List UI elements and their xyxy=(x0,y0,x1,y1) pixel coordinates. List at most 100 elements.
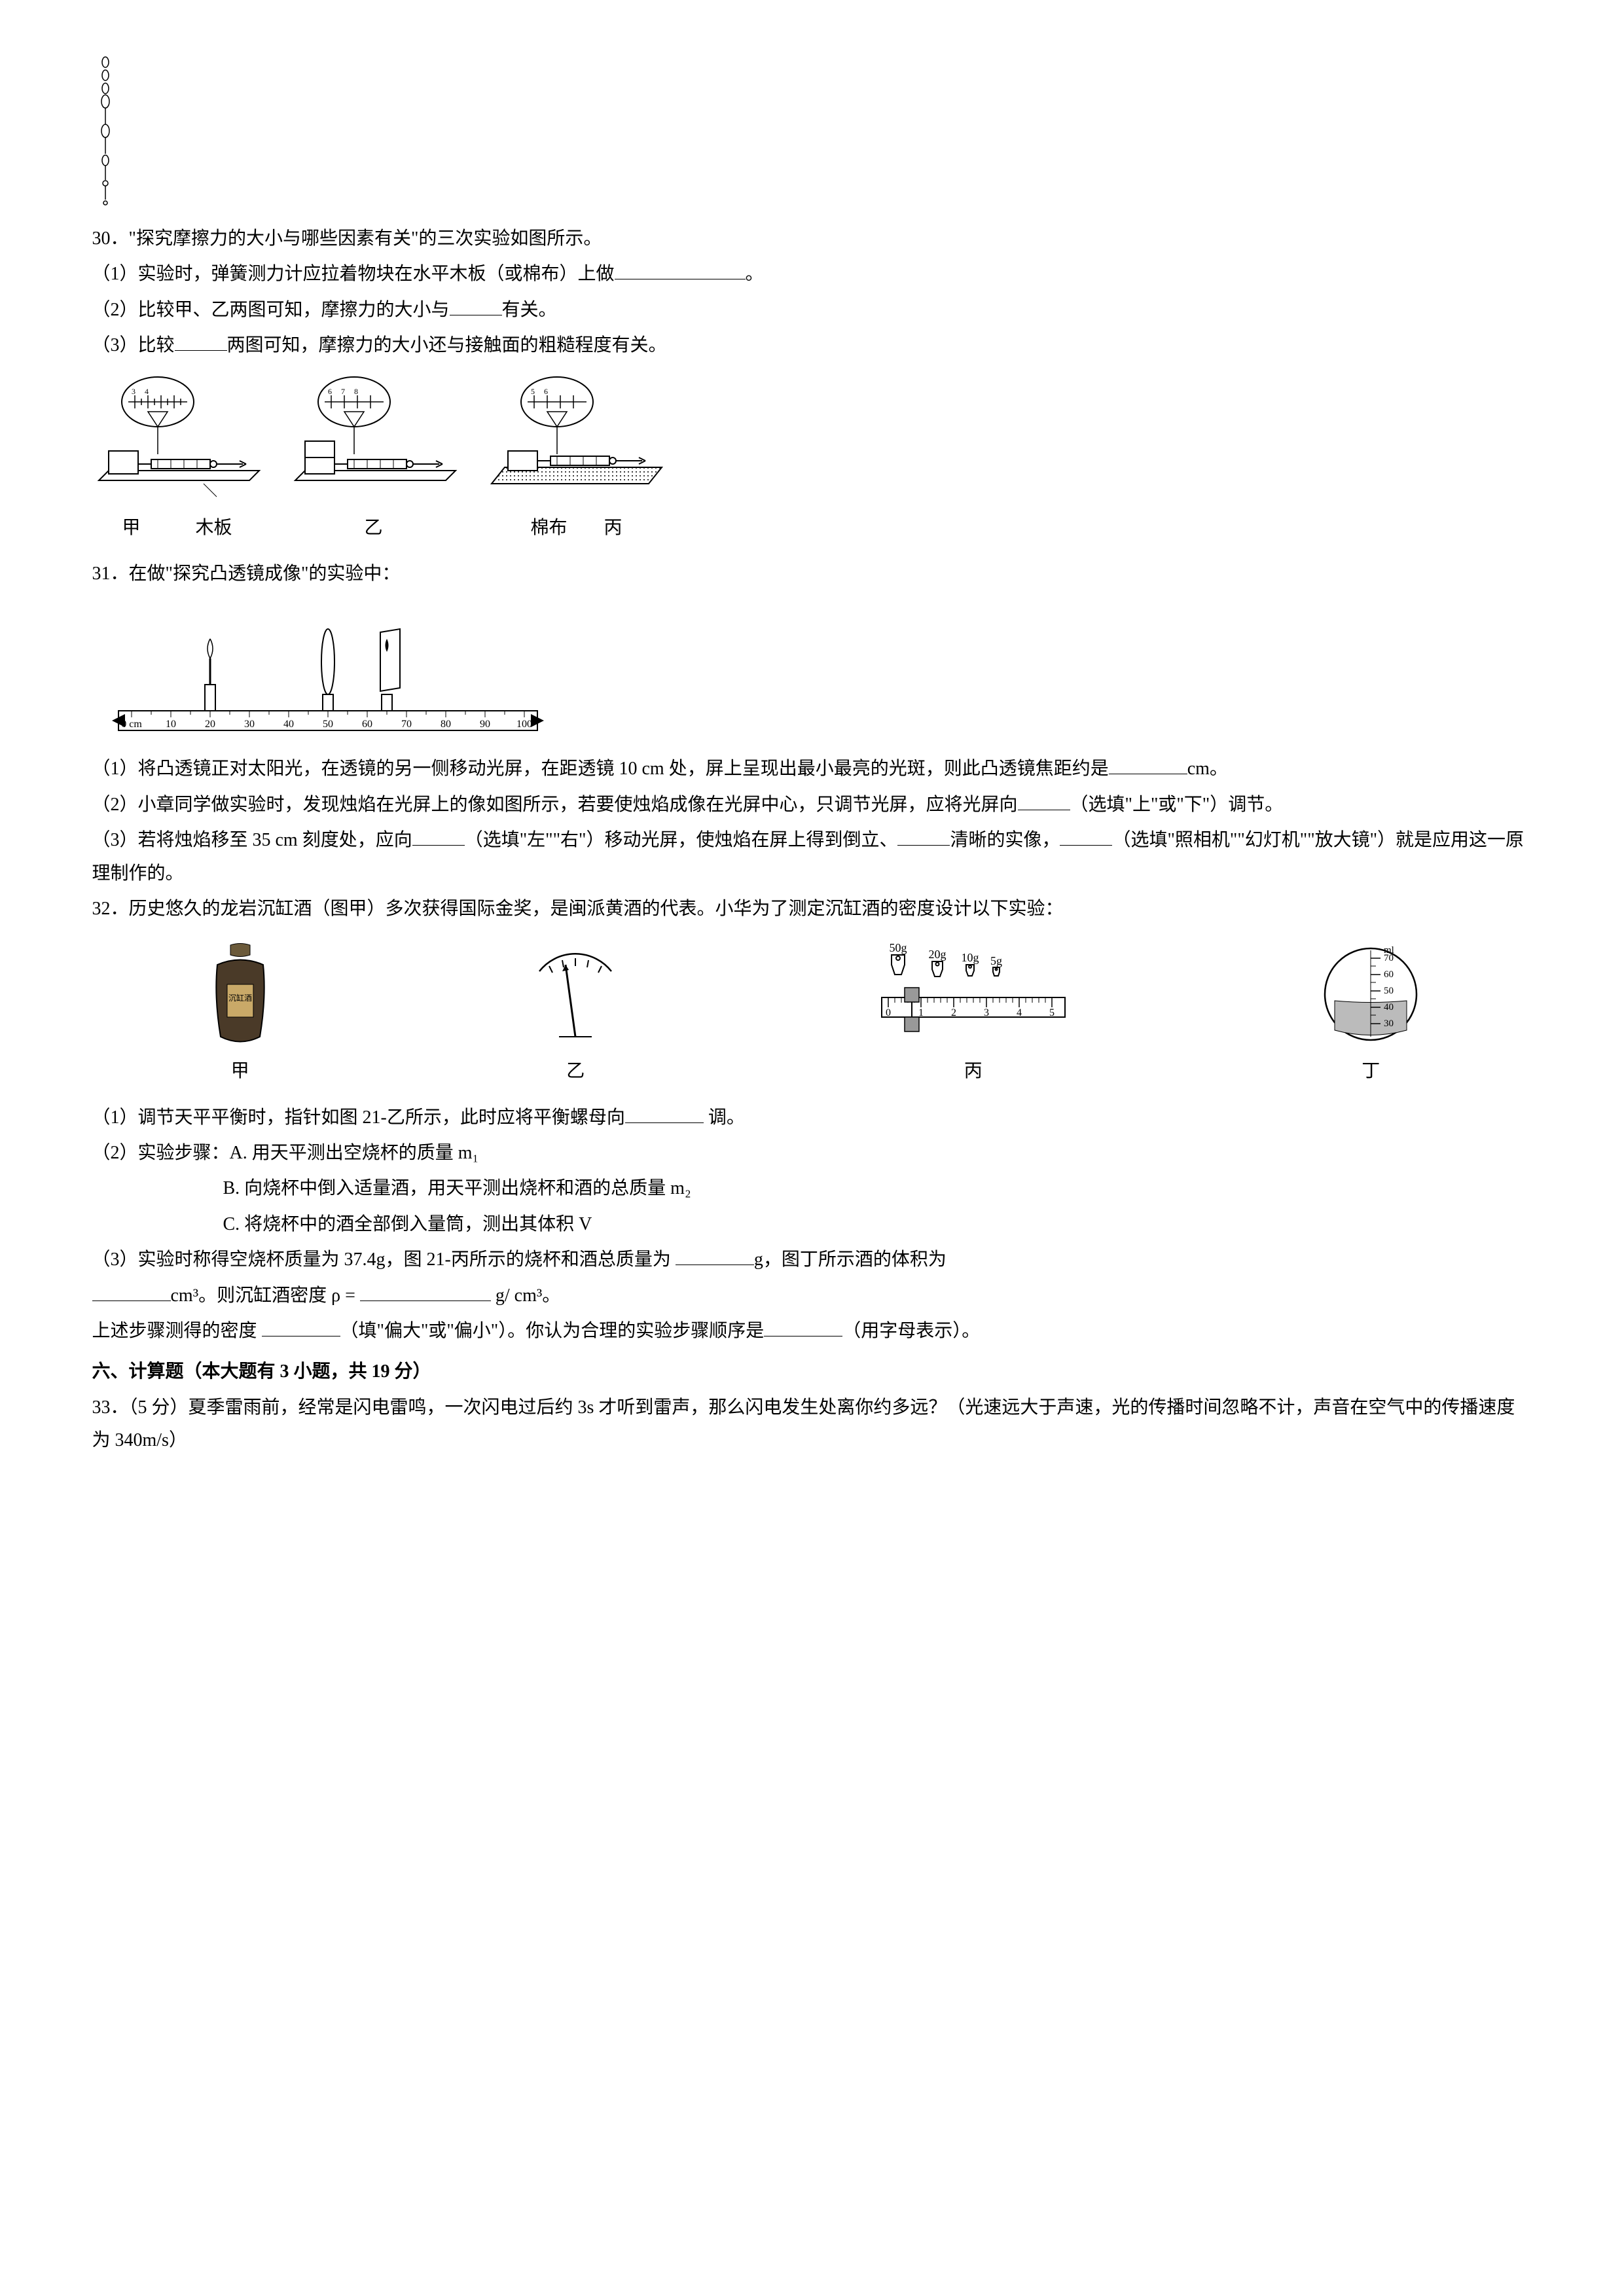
q30-p1-tail: 。 xyxy=(746,264,764,284)
q32-p4b: （填"偏大"或"偏小"）。你认为合理的实验步骤顺序是 xyxy=(340,1321,765,1341)
q30-stem: "探究摩擦力的大小与哪些因素有关"的三次实验如图所示。 xyxy=(129,228,602,249)
svg-text:80: 80 xyxy=(441,719,451,730)
svg-text:2: 2 xyxy=(951,1007,956,1018)
q30-fig-jia: 3 4 甲 木板 xyxy=(92,376,262,545)
q32-fig-bing: 50g 20g 10g 5g xyxy=(869,939,1078,1088)
q30-p3a: （3）比较 xyxy=(92,335,175,355)
label-jia: 甲 xyxy=(122,518,140,538)
q31-p2a: （2）小章同学做实验时，发现烛焰在光屏上的像如图所示，若要使烛焰成像在光屏中心，… xyxy=(92,795,1018,815)
q30-p2a: （2）比较甲、乙两图可知，摩擦力的大小与 xyxy=(92,300,450,320)
chain-diagram xyxy=(92,52,1532,209)
blank xyxy=(262,1320,340,1336)
q32-p2: （2）实验步骤：A. 用天平测出空烧杯的质量 m₁ xyxy=(92,1137,1532,1170)
label-bing: 丙 xyxy=(604,518,623,538)
svg-text:70: 70 xyxy=(1384,953,1394,963)
label-jia2: 甲 xyxy=(198,1055,283,1088)
q32-fig-yi: 乙 xyxy=(520,952,631,1088)
svg-text:10g: 10g xyxy=(961,951,979,964)
q30-p3b: 两图可知，摩擦力的大小还与接触面的粗糙程度有关。 xyxy=(227,335,667,355)
svg-text:50: 50 xyxy=(1384,986,1394,996)
q32-figures: 沉缸酒 甲 乙 50g 20g 10g 5g xyxy=(92,939,1532,1088)
q32-p3a: （3）实验时称得空烧杯质量为 37.4g，图 21-丙所示的烧杯和酒总质量为 xyxy=(92,1249,676,1270)
svg-text:50g: 50g xyxy=(889,941,907,954)
blank xyxy=(175,334,227,351)
svg-text:8: 8 xyxy=(354,387,358,396)
q30-p2b: 有关。 xyxy=(502,300,557,320)
q31-p2: （2）小章同学做实验时，发现烛焰在光屏上的像如图所示，若要使烛焰成像在光屏中心，… xyxy=(92,789,1532,821)
label-mu: 木板 xyxy=(196,518,232,538)
svg-text:10: 10 xyxy=(166,719,176,730)
label-mian: 棉布 xyxy=(530,518,567,538)
blank xyxy=(92,1285,171,1301)
svg-text:60: 60 xyxy=(1384,969,1394,980)
q32-p1a: （1）调节天平平衡时，指针如图 21-乙所示，此时应将平衡螺母向 xyxy=(92,1107,625,1128)
label-bing2: 丙 xyxy=(869,1055,1078,1088)
q31-p2b: （选填"上"或"下"）调节。 xyxy=(1070,795,1284,815)
svg-text:40: 40 xyxy=(1384,1002,1394,1013)
blank xyxy=(764,1320,842,1336)
blank xyxy=(360,1285,491,1301)
svg-text:60: 60 xyxy=(362,719,372,730)
svg-text:90: 90 xyxy=(480,719,490,730)
svg-text:4: 4 xyxy=(1017,1007,1022,1018)
q30-p3: （3）比较 两图可知，摩擦力的大小还与接触面的粗糙程度有关。 xyxy=(92,329,1532,362)
blank xyxy=(1018,794,1070,810)
svg-text:5: 5 xyxy=(531,387,535,396)
q32-fig-ding: ml 7060 504030 丁 xyxy=(1315,939,1426,1088)
svg-text:3: 3 xyxy=(984,1007,989,1018)
blank xyxy=(625,1107,704,1123)
q32-p3: （3）实验时称得空烧杯质量为 37.4g，图 21-丙所示的烧杯和酒总质量为 g… xyxy=(92,1244,1532,1276)
q30-num: 30． xyxy=(92,228,129,249)
q31-num: 31． xyxy=(92,564,129,584)
q32-fig-jia: 沉缸酒 甲 xyxy=(198,939,283,1088)
q32-num: 32． xyxy=(92,899,129,919)
svg-text:0: 0 xyxy=(886,1007,891,1018)
q31-p3c: 清晰的实像， xyxy=(950,830,1060,850)
q31-stem: 在做"探究凸透镜成像"的实验中： xyxy=(129,564,401,584)
q30: 30．"探究摩擦力的大小与哪些因素有关"的三次实验如图所示。 xyxy=(92,223,1532,255)
q30-fig-yi: 678 乙 xyxy=(289,376,459,545)
q32-p4: 上述步骤测得的密度 （填"偏大"或"偏小"）。你认为合理的实验步骤顺序是（用字母… xyxy=(92,1315,1532,1348)
q31: 31．在做"探究凸透镜成像"的实验中： xyxy=(92,558,1532,590)
q31-p3: （3）若将烛焰移至 35 cm 刻度处，应向（选填"左""右"）移动光屏，使烛焰… xyxy=(92,824,1532,890)
svg-text:20g: 20g xyxy=(928,948,946,961)
svg-text:5g: 5g xyxy=(990,954,1002,967)
q30-p2: （2）比较甲、乙两图可知，摩擦力的大小与 有关。 xyxy=(92,294,1532,327)
svg-text:40: 40 xyxy=(283,719,294,730)
q32-p2b: B. 向烧杯中倒入适量酒，用天平测出烧杯和酒的总质量 m₂ xyxy=(92,1172,1532,1205)
svg-text:4: 4 xyxy=(145,387,149,396)
q32: 32．历史悠久的龙岩沉缸酒（图甲）多次获得国际金奖，是闽派黄酒的代表。小华为了测… xyxy=(92,893,1532,925)
q31-p3a: （3）若将烛焰移至 35 cm 刻度处，应向 xyxy=(92,830,412,850)
q32-p3c: cm³。则沉缸酒密度 ρ = xyxy=(171,1285,360,1306)
svg-text:3: 3 xyxy=(132,387,135,396)
svg-text:30: 30 xyxy=(244,719,255,730)
section-6: 六、计算题（本大题有 3 小题，共 19 分） xyxy=(92,1355,1532,1388)
svg-text:7: 7 xyxy=(341,387,345,396)
label-yi: 乙 xyxy=(289,512,459,545)
blank xyxy=(412,829,465,846)
q32-p4a: 上述步骤测得的密度 xyxy=(92,1321,262,1341)
svg-text:6: 6 xyxy=(544,387,548,396)
q32-p1: （1）调节天平平衡时，指针如图 21-乙所示，此时应将平衡螺母向 调。 xyxy=(92,1102,1532,1134)
svg-text:沉缸酒: 沉缸酒 xyxy=(228,993,252,1003)
svg-text:0 cm: 0 cm xyxy=(121,719,142,730)
q30-p1-text: （1）实验时，弹簧测力计应拉着物块在水平木板（或棉布）上做 xyxy=(92,264,615,284)
q32-p2c: C. 将烧杯中的酒全部倒入量筒，测出其体积 V xyxy=(92,1208,1532,1241)
svg-text:70: 70 xyxy=(401,719,412,730)
blank xyxy=(897,829,950,846)
q33-num: 33． xyxy=(92,1397,129,1418)
svg-text:20: 20 xyxy=(205,719,215,730)
q32-p3d: g/ cm³。 xyxy=(491,1285,560,1306)
q32-stem: 历史悠久的龙岩沉缸酒（图甲）多次获得国际金奖，是闽派黄酒的代表。小华为了测定沉缸… xyxy=(129,899,1064,919)
label-ding: 丁 xyxy=(1315,1055,1426,1088)
svg-text:100: 100 xyxy=(516,719,532,730)
svg-text:30: 30 xyxy=(1384,1018,1394,1029)
q31-p1: （1）将凸透镜正对太阳光，在透镜的另一侧移动光屏，在距透镜 10 cm 处，屏上… xyxy=(92,753,1532,785)
blank xyxy=(1060,829,1112,846)
blank xyxy=(615,263,746,279)
q30-fig-bing: 56 棉布 丙 xyxy=(485,376,668,545)
q33: 33．（5 分）夏季雷雨前，经常是闪电雷鸣，一次闪电过后约 3s 才听到雷声，那… xyxy=(92,1391,1532,1458)
chain-svg xyxy=(92,52,118,209)
q30-figures: 3 4 甲 木板 6 78 xyxy=(92,376,1532,545)
q31-figure: 0 cm1020 304050 607080 90100 xyxy=(92,593,1532,750)
